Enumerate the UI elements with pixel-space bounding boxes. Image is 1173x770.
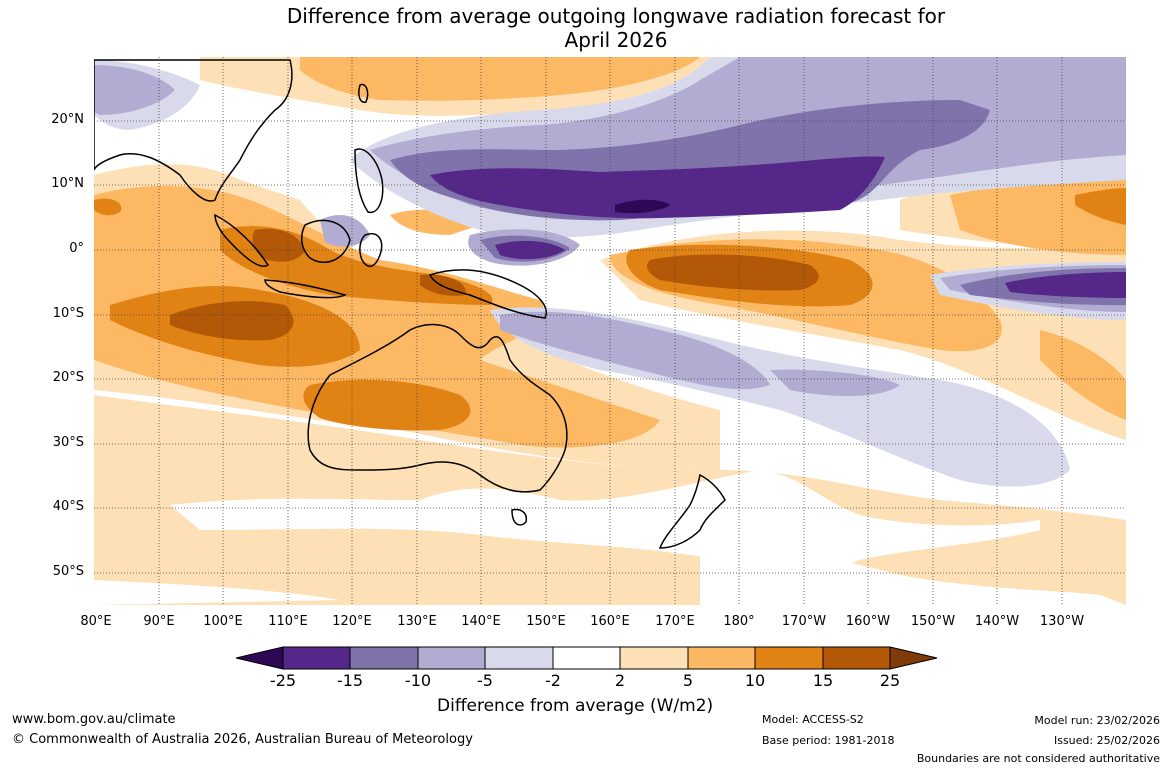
- anomaly-region-neutral-sw: [94, 580, 340, 605]
- anomaly-region-p15-25-java: [252, 228, 305, 262]
- lon-label-150e: 150°E: [526, 614, 566, 629]
- footer-copyright: © Commonwealth of Australia 2026, Austra…: [12, 732, 473, 747]
- lon-label-160e: 160°E: [590, 614, 630, 629]
- colorbar-tick-p2: 2: [614, 671, 626, 690]
- anomaly-region-neutral-south: [170, 470, 1040, 570]
- lon-label-160w: 160°W: [845, 614, 891, 629]
- anomaly-region-neg5-10-sw: [770, 369, 900, 397]
- lat-label-30s: 30°S: [52, 435, 84, 450]
- lat-label-50s: 50°S: [52, 564, 84, 579]
- new-zealand-coast: [658, 473, 726, 549]
- anomaly-region-neg15-25-east: [1005, 272, 1126, 298]
- anomaly-region-p10-15-east: [1075, 188, 1126, 225]
- anomaly-region-lt-neg25: [615, 199, 670, 214]
- anomaly-region-p10-15-sw: [94, 198, 122, 216]
- asia-mainland-coast: [94, 59, 293, 202]
- colorbar-tick-p5: 5: [682, 671, 694, 690]
- colorbar-tick-p10: 10: [744, 671, 766, 690]
- lon-label-140w: 140°W: [974, 614, 1020, 629]
- sulawesi-coast: [359, 233, 383, 267]
- map-title: Difference from average outgoing longwav…: [0, 4, 1173, 52]
- graticule: [94, 57, 1126, 605]
- colorbar-tick-neg10: -10: [404, 671, 432, 690]
- lat-label-40s: 40°S: [52, 499, 84, 514]
- java-coast: [264, 279, 348, 299]
- lon-label-100e: 100°E: [203, 614, 243, 629]
- anomaly-region-p5-10-north: [300, 57, 700, 101]
- footer-model-run: Model run: 23/02/2026: [1034, 714, 1160, 727]
- anomaly-region-p10-15-australia: [303, 379, 471, 431]
- lat-label-10n: 10°N: [51, 176, 84, 191]
- colorbar-tick-neg2: -2: [545, 671, 561, 690]
- lon-label-110e: 110°E: [268, 614, 308, 629]
- map-title-line2: April 2026: [564, 28, 668, 52]
- anomaly-region-neg5-10-ww: [94, 65, 175, 115]
- lon-label-130w: 130°W: [1039, 614, 1085, 629]
- new-guinea-coast: [428, 269, 547, 319]
- lon-label-170w: 170°W: [781, 614, 827, 629]
- colorbar-tick-p25: 25: [879, 671, 901, 690]
- lat-label-0: 0°: [69, 241, 84, 256]
- lon-label-90e: 90°E: [143, 614, 175, 629]
- taiwan-coast: [358, 83, 369, 103]
- footer-issued: Issued: 25/02/2026: [1053, 734, 1160, 747]
- lon-label-120e: 120°E: [332, 614, 372, 629]
- anomaly-region-neg15-25-north: [430, 156, 885, 219]
- tasmania-coast: [511, 508, 528, 526]
- lon-label-80e: 80°E: [80, 614, 112, 629]
- colorbar-tick-neg25: -25: [269, 671, 297, 690]
- colorbar-title: Difference from average (W/m2): [437, 696, 714, 716]
- map-field: [94, 57, 1126, 605]
- anomaly-region-neutral-se: [700, 540, 1126, 605]
- footer-base-period: Base period: 1981-2018: [762, 734, 895, 747]
- lon-label-170e: 170°E: [655, 614, 695, 629]
- colorbar-tick-neg15: -15: [336, 671, 364, 690]
- anomaly-region-p15-25-west: [170, 301, 294, 341]
- anomaly-region-neg5-10-south: [500, 311, 770, 390]
- colorbar-tick-neg5: -5: [477, 671, 493, 690]
- lat-label-20n: 20°N: [51, 112, 84, 127]
- map-title-line1: Difference from average outgoing longwav…: [286, 4, 946, 28]
- footer-website: www.bom.gov.au/climate: [12, 712, 176, 727]
- anomaly-region-p5-10-far-east: [1040, 330, 1126, 420]
- lat-label-10s: 10°S: [52, 306, 84, 321]
- footer-disclaimer: Boundaries are not considered authoritat…: [916, 752, 1160, 765]
- footer-model: Model: ACCESS-S2: [762, 713, 864, 726]
- colorbar-tick-p15: 15: [812, 671, 834, 690]
- borneo-coast: [300, 219, 351, 263]
- australia-coast: [307, 323, 568, 493]
- lon-label-130e: 130°E: [397, 614, 437, 629]
- lat-label-20s: 20°S: [52, 370, 84, 385]
- sumatra-coast: [214, 213, 270, 267]
- lon-label-140e: 140°E: [461, 614, 501, 629]
- lon-label-150w: 150°W: [910, 614, 956, 629]
- lon-label-180: 180°: [723, 614, 755, 629]
- anomaly-region-p15-25-central: [647, 254, 819, 291]
- coastlines: [94, 59, 726, 549]
